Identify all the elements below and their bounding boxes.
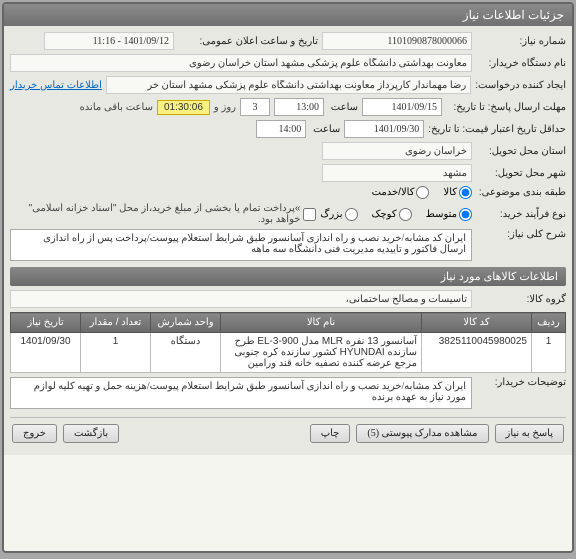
announce-field — [44, 32, 174, 50]
col-code: کد کالا — [422, 313, 532, 333]
req-no-label: شماره نیاز: — [476, 36, 566, 47]
city-field — [322, 164, 472, 182]
city-label: شهر محل تحویل: — [476, 168, 566, 179]
province-label: استان محل تحویل: — [476, 146, 566, 157]
group-label: گروه کالا: — [476, 294, 566, 305]
col-name: نام کالا — [221, 313, 422, 333]
large-radio[interactable] — [345, 208, 358, 221]
proc-type-label: نوع فراًیند خرید: — [476, 209, 566, 220]
cell-qty: 1 — [81, 333, 151, 373]
dialog-window: جزئیات اطلاعات نیاز شماره نیاز: تاریخ و … — [2, 2, 574, 553]
table-row[interactable]: 1 3825110045980025 آسانسور 13 نفره MLR م… — [11, 333, 566, 373]
khadamat-radio-label[interactable]: کالا/خدمت — [372, 186, 430, 199]
medium-radio-label[interactable]: متوسط — [426, 208, 472, 221]
medium-radio[interactable] — [459, 208, 472, 221]
cell-n: 1 — [532, 333, 566, 373]
req-no-field — [322, 32, 472, 50]
min-valid-time-field[interactable] — [256, 120, 306, 138]
deadline-time-field[interactable] — [274, 98, 324, 116]
col-row: ردیف — [532, 313, 566, 333]
payment-checkbox[interactable] — [303, 208, 316, 221]
exit-button[interactable]: خروج — [12, 424, 57, 443]
contact-link[interactable]: اطلاعات تماس خریدار — [10, 80, 102, 91]
goods-section-header: اطلاعات کالاهای مورد نیاز — [10, 267, 566, 286]
subject-cat-group: کالا کالا/خدمت — [372, 186, 472, 199]
col-date: تاریخ نیاز — [11, 313, 81, 333]
small-radio[interactable] — [399, 208, 412, 221]
form-body: شماره نیاز: تاریخ و ساعت اعلان عمومی: نا… — [4, 26, 572, 455]
desc-textarea[interactable] — [10, 229, 472, 261]
attachments-button[interactable]: مشاهده مدارک پیوستی (5) — [356, 424, 488, 443]
khadamat-radio[interactable] — [416, 186, 429, 199]
time-label-1: ساعت — [328, 102, 358, 113]
subject-cat-label: طبقه بندی موضوعی: — [476, 187, 566, 198]
proc-type-group: متوسط کوچک بزرگ — [320, 208, 472, 221]
table-header-row: ردیف کد کالا نام کالا واحد شمارش تعداد /… — [11, 313, 566, 333]
deadline-date-field[interactable] — [362, 98, 442, 116]
buyer-field — [10, 54, 472, 72]
cell-unit: دستگاه — [151, 333, 221, 373]
min-valid-label: حداقل تاریخ اعتبار قیمت: تا تاریخ: — [428, 124, 566, 135]
large-radio-label[interactable]: بزرگ — [320, 208, 357, 221]
window-title: جزئیات اطلاعات نیاز — [4, 4, 572, 26]
group-field — [10, 290, 472, 308]
buyer-notes-label: توضیحات خریدار: — [476, 377, 566, 388]
reply-button[interactable]: پاسخ به نیاز — [495, 424, 565, 443]
col-qty: تعداد / مقدار — [81, 313, 151, 333]
cell-code: 3825110045980025 — [422, 333, 532, 373]
creator-field — [106, 76, 471, 94]
time-label-2: ساعت — [310, 124, 340, 135]
back-button[interactable]: بازگشت — [63, 424, 119, 443]
col-unit: واحد شمارش — [151, 313, 221, 333]
announce-label: تاریخ و ساعت اعلان عمومی: — [178, 36, 318, 47]
small-radio-label[interactable]: کوچک — [372, 208, 412, 221]
print-button[interactable]: چاپ — [310, 424, 351, 443]
buyer-label: نام دستگاه خریدار: — [476, 58, 566, 69]
cell-date: 1401/09/30 — [11, 333, 81, 373]
min-valid-date-field[interactable] — [344, 120, 424, 138]
payment-note: »پرداخت تمام یا بخشی از مبلغ خرید،از محل… — [10, 203, 300, 225]
goods-table: ردیف کد کالا نام کالا واحد شمارش تعداد /… — [10, 312, 566, 373]
days-text: روز و — [214, 102, 236, 113]
kala-radio[interactable] — [459, 186, 472, 199]
creator-label: ایجاد کننده درخواست: — [475, 80, 566, 91]
button-bar: پاسخ به نیاز مشاهده مدارک پیوستی (5) چاپ… — [10, 417, 566, 449]
countdown-timer: 01:30:06 — [157, 100, 210, 115]
buyer-notes-textarea[interactable] — [10, 377, 472, 409]
kala-radio-label[interactable]: کالا — [443, 186, 472, 199]
remain-text: ساعت باقی مانده — [80, 102, 153, 113]
days-left-field — [240, 98, 270, 116]
province-field — [322, 142, 472, 160]
deadline-label: مهلت ارسال پاسخ: تا تاریخ: — [446, 102, 566, 113]
cell-name: آسانسور 13 نفره MLR مدل EL-3-900 طرح ساز… — [221, 333, 422, 373]
desc-label: شرح کلی نیاز: — [476, 229, 566, 240]
payment-check-label[interactable]: »پرداخت تمام یا بخشی از مبلغ خرید،از محل… — [10, 203, 316, 225]
